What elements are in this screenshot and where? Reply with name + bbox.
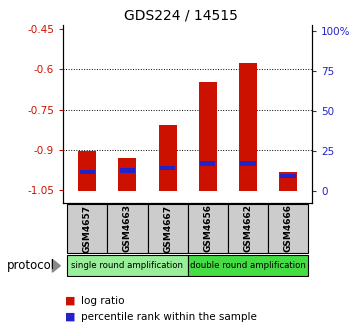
Bar xyxy=(160,166,175,170)
Bar xyxy=(67,255,188,276)
Polygon shape xyxy=(52,259,60,272)
Text: ■: ■ xyxy=(65,296,76,306)
Bar xyxy=(148,204,188,253)
Bar xyxy=(158,125,177,191)
Text: GDS224 / 14515: GDS224 / 14515 xyxy=(123,8,238,23)
Bar xyxy=(199,82,217,191)
Bar xyxy=(240,161,256,166)
Bar xyxy=(188,255,308,276)
Bar xyxy=(79,170,95,174)
Text: double round amplification: double round amplification xyxy=(190,261,306,270)
Bar xyxy=(239,64,257,191)
Text: GSM4666: GSM4666 xyxy=(284,205,293,252)
Bar xyxy=(67,204,107,253)
Bar xyxy=(268,204,308,253)
Bar xyxy=(118,158,136,191)
Bar xyxy=(188,204,228,253)
Text: log ratio: log ratio xyxy=(81,296,125,306)
Text: protocol: protocol xyxy=(7,259,55,272)
Bar xyxy=(280,174,296,178)
Text: ■: ■ xyxy=(65,311,76,322)
Text: GSM4667: GSM4667 xyxy=(163,204,172,253)
Bar xyxy=(107,204,148,253)
Text: GSM4662: GSM4662 xyxy=(243,205,252,252)
Bar xyxy=(228,204,268,253)
Text: GSM4656: GSM4656 xyxy=(203,205,212,252)
Bar xyxy=(120,168,135,173)
Bar xyxy=(78,151,96,191)
Text: single round amplification: single round amplification xyxy=(71,261,183,270)
Text: GSM4657: GSM4657 xyxy=(83,204,92,253)
Bar xyxy=(200,161,216,166)
Text: GSM4663: GSM4663 xyxy=(123,205,132,252)
Text: percentile rank within the sample: percentile rank within the sample xyxy=(81,311,257,322)
Bar xyxy=(279,172,297,191)
